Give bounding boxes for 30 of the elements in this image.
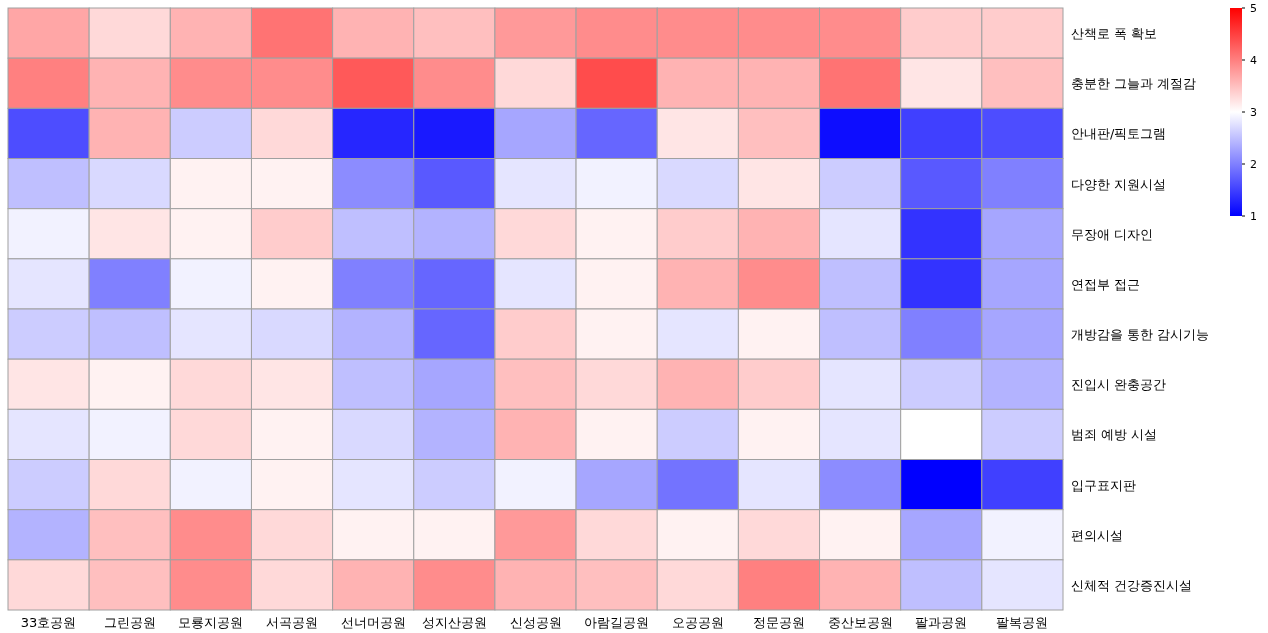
- color-bar-label: 4: [1250, 54, 1257, 67]
- y-tick-label: 편의시설: [1071, 527, 1123, 543]
- x-tick-label: 33호공원: [20, 615, 77, 630]
- y-tick-label: 범죄 예방 시설: [1071, 427, 1158, 443]
- y-tick-label: 개방감을 통한 감시기능: [1071, 327, 1210, 343]
- x-tick-label: 그린공원: [103, 615, 156, 630]
- color-bar-label: 3: [1250, 106, 1257, 119]
- x-tick-label: 중산보공원: [827, 615, 893, 630]
- y-tick-label: 산책로 폭 확보: [1071, 26, 1158, 42]
- y-tick-label: 다양한 지원시설: [1071, 176, 1167, 192]
- color-bar-label: 2: [1250, 158, 1257, 171]
- x-tick-label: 신성공원: [509, 615, 562, 630]
- y-tick-label: 무장애 디자인: [1071, 226, 1154, 242]
- y-tick-label: 충분한 그늘과 계절감: [1071, 76, 1197, 92]
- x-tick-label: 아람길공원: [584, 615, 650, 630]
- x-tick-label: 모룡지공원: [178, 615, 244, 630]
- y-tick-label: 입구표지판: [1071, 477, 1136, 493]
- x-tick-label: 정문공원: [752, 615, 805, 630]
- y-tick-label: 연접부 접근: [1071, 276, 1141, 292]
- x-tick-label: 팔복공원: [996, 615, 1049, 630]
- x-tick-label: 성지산공원: [421, 615, 487, 630]
- y-tick-label: 진입시 완충공간: [1071, 377, 1167, 393]
- x-tick-label: 선너머공원: [340, 615, 406, 630]
- x-tick-label: 오공공원: [671, 615, 724, 630]
- x-tick-label: 팔과공원: [915, 615, 968, 630]
- y-tick-label: 신체적 건강증진시설: [1071, 577, 1193, 593]
- color-bar-label: 5: [1250, 2, 1257, 15]
- y-tick-label: 안내판/픽토그램: [1071, 126, 1167, 142]
- color-bar-label: 1: [1250, 210, 1257, 223]
- x-tick-label: 서곡공원: [266, 615, 319, 630]
